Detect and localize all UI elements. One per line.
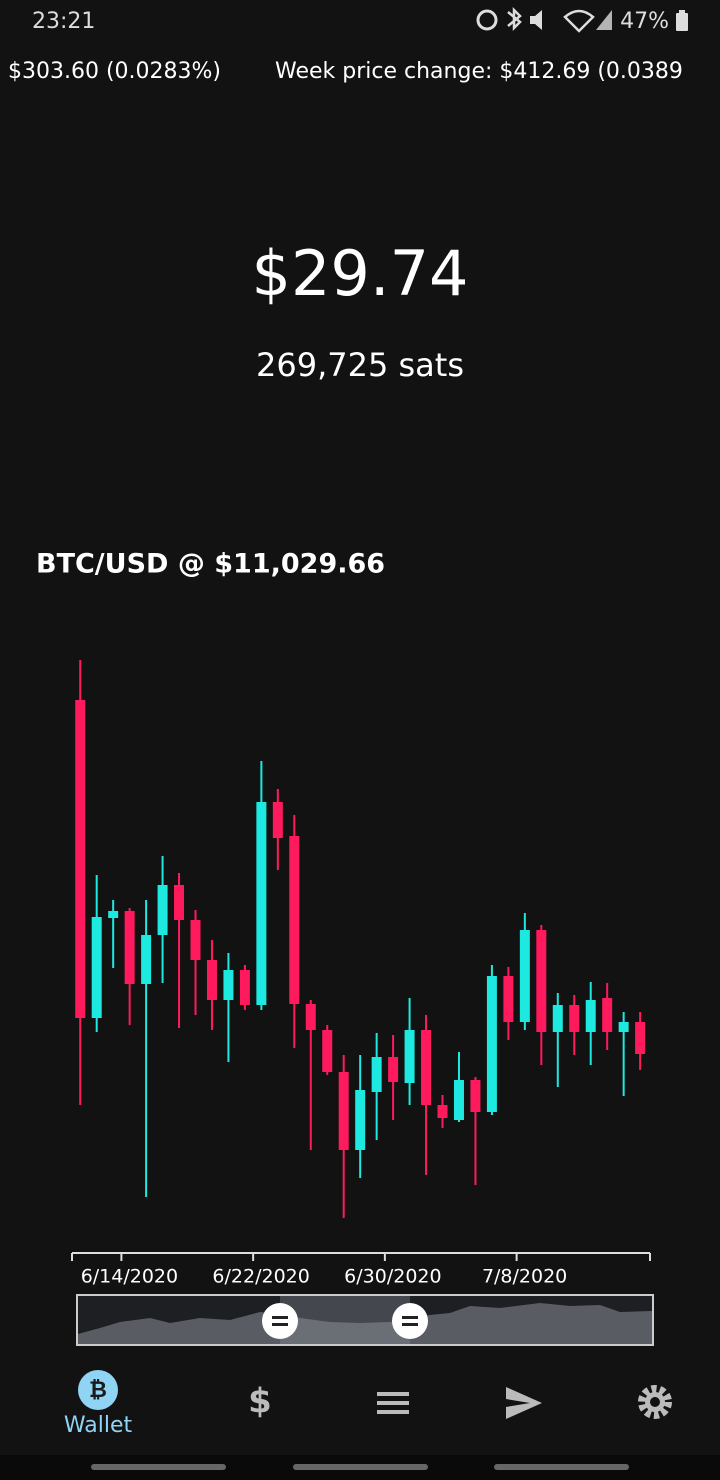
candle-body bbox=[602, 998, 613, 1032]
candle-body bbox=[124, 911, 135, 984]
status-time: 23:21 bbox=[32, 9, 95, 34]
nav-settings[interactable] bbox=[638, 1385, 672, 1419]
candle-body bbox=[355, 1090, 366, 1150]
nav-send[interactable] bbox=[506, 1387, 542, 1419]
candle-body bbox=[322, 1030, 333, 1072]
candle-body bbox=[190, 920, 201, 960]
ticker: $303.60 (0.0283%) Week price change: $41… bbox=[8, 59, 683, 84]
candle-body bbox=[421, 1030, 432, 1105]
x-tick-label: 6/30/2020 bbox=[344, 1266, 441, 1288]
nav-label: Wallet bbox=[64, 1413, 133, 1438]
candle-body bbox=[388, 1057, 399, 1082]
candle-body bbox=[470, 1080, 481, 1112]
candle-body bbox=[618, 1022, 629, 1032]
ticker-item: Week price change: $412.69 (0.0389 bbox=[275, 59, 683, 84]
nav-menu[interactable] bbox=[377, 1392, 409, 1414]
x-tick-label: 6/22/2020 bbox=[212, 1266, 309, 1288]
candle-body bbox=[486, 976, 497, 1112]
nav-icon: ₿ bbox=[89, 1378, 107, 1403]
x-tick-label: 6/14/2020 bbox=[81, 1266, 178, 1288]
candle-body bbox=[437, 1105, 448, 1118]
candle-body bbox=[239, 970, 250, 1005]
candle-body bbox=[75, 700, 86, 1018]
candle-body bbox=[108, 911, 119, 918]
candle-body bbox=[223, 970, 234, 1000]
candle-body bbox=[338, 1072, 349, 1150]
candle-body bbox=[503, 976, 514, 1022]
candle-body bbox=[305, 1004, 316, 1030]
x-tick-label: 7/8/2020 bbox=[482, 1266, 567, 1288]
gesture-pill bbox=[494, 1464, 629, 1470]
candle-body bbox=[174, 885, 185, 920]
balance-fiat[interactable]: $29.74 bbox=[252, 237, 469, 310]
nav-fiat[interactable]: $ bbox=[248, 1382, 272, 1422]
candle-body bbox=[453, 1080, 464, 1120]
status-icons bbox=[476, 6, 688, 33]
chart-title: BTC/USD @ $11,029.66 bbox=[36, 549, 385, 580]
candle-body bbox=[256, 802, 267, 1005]
gesture-pill bbox=[293, 1464, 428, 1470]
plot: 6/14/2020 6/22/2020 6/30/2020 7/8/2020 bbox=[71, 660, 651, 1288]
candle-body bbox=[519, 930, 530, 1022]
candle-body bbox=[206, 960, 217, 1000]
candle-body bbox=[371, 1057, 382, 1092]
candle-body bbox=[91, 917, 102, 1018]
candle-body bbox=[536, 930, 547, 1032]
candle-body bbox=[404, 1030, 415, 1083]
ticker-item: $303.60 (0.0283%) bbox=[8, 59, 221, 84]
nav-wallet[interactable]: ₿ Wallet bbox=[64, 1370, 133, 1438]
candle-body bbox=[552, 1005, 563, 1032]
status-battery: 47% bbox=[620, 9, 669, 34]
balance-sats[interactable]: 269,725 sats bbox=[256, 346, 464, 384]
candle-body bbox=[289, 836, 300, 1004]
range-navigator[interactable] bbox=[76, 1294, 654, 1346]
candle-body bbox=[569, 1005, 580, 1032]
candle-body bbox=[141, 935, 152, 984]
candle-body bbox=[635, 1022, 646, 1054]
candle-body bbox=[585, 1000, 596, 1032]
gesture-pill bbox=[91, 1464, 226, 1470]
candle-body bbox=[272, 802, 283, 838]
candle-body bbox=[157, 885, 168, 935]
